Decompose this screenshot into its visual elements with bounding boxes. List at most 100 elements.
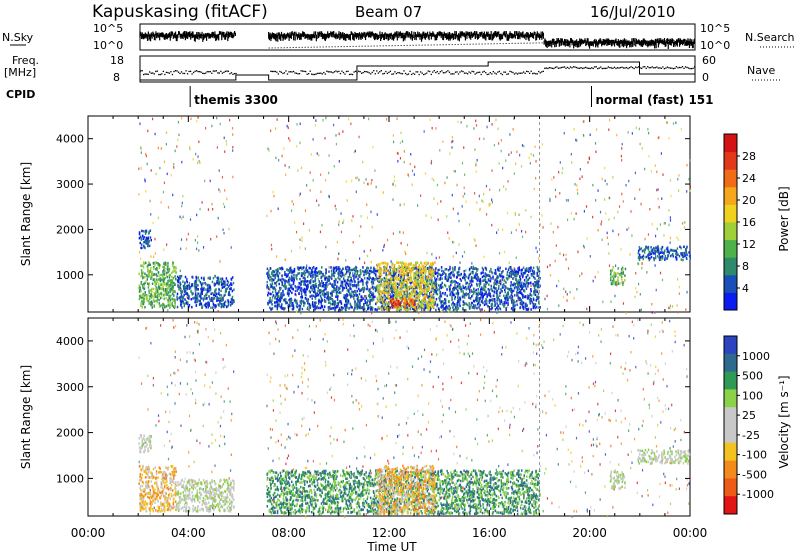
echo-cell	[187, 301, 189, 304]
scatter-cell	[503, 250, 506, 254]
scatter-cell	[581, 175, 583, 178]
echo-cell	[300, 266, 302, 269]
echo-cell	[338, 291, 340, 295]
echo-cell	[209, 277, 211, 281]
scatter-cell	[663, 222, 665, 225]
echo-cell	[275, 297, 278, 301]
scatter-cell	[451, 136, 453, 139]
echo-cell	[280, 304, 283, 308]
scatter-cell	[350, 122, 352, 126]
echo-cell	[463, 269, 465, 273]
echo-cell	[288, 288, 291, 291]
echo-cell	[378, 276, 380, 280]
scatter-cell	[446, 176, 448, 179]
scatter-cell	[592, 215, 594, 219]
echo-cell	[333, 267, 336, 270]
echo-cell	[463, 296, 466, 299]
echo-cell	[435, 282, 438, 286]
scatter-cell	[586, 307, 588, 311]
echo-cell	[301, 274, 304, 277]
echo-cell	[487, 304, 489, 308]
echo-cell	[152, 287, 155, 291]
scatter-cell	[665, 121, 668, 124]
scatter-cell	[605, 212, 607, 215]
echo-cell	[449, 265, 451, 269]
echo-cell	[176, 275, 179, 279]
scatter-cell	[287, 126, 289, 130]
echo-cell	[443, 307, 445, 310]
scatter-cell	[678, 292, 681, 295]
freq-point	[483, 70, 485, 73]
echo-cell	[391, 292, 394, 295]
scatter-cell	[335, 134, 337, 137]
echo-cell	[314, 276, 317, 280]
echo-cell	[198, 295, 201, 298]
echo-cell	[208, 295, 210, 298]
scatter-cell	[628, 226, 630, 230]
scatter-cell	[436, 183, 439, 187]
echo-cell	[476, 273, 479, 276]
echo-cell	[517, 281, 520, 285]
echo-cell	[162, 268, 165, 272]
echo-cell	[499, 302, 502, 306]
echo-cell	[271, 296, 274, 299]
echo-cell	[361, 278, 363, 282]
echo-cell	[483, 278, 486, 282]
echo-cell	[369, 301, 371, 304]
echo-cell	[292, 282, 295, 285]
echo-cell	[495, 272, 497, 275]
echo-cell	[503, 305, 505, 308]
scatter-cell	[683, 226, 686, 229]
echo-cell	[152, 273, 155, 277]
echo-cell	[314, 292, 317, 295]
echo-cell	[389, 265, 391, 269]
freq-point	[141, 70, 143, 72]
scatter-cell	[507, 305, 509, 308]
echo-cell	[347, 275, 350, 279]
scatter-cell	[179, 215, 181, 219]
echo-cell	[297, 285, 299, 289]
freq-point	[162, 70, 165, 73]
freq-point	[314, 73, 316, 76]
freq-point	[650, 66, 652, 69]
echo-cell	[456, 273, 459, 277]
echo-cell	[167, 303, 169, 307]
echo-cell	[168, 285, 171, 289]
scatter-cell	[457, 120, 459, 124]
echo-cell	[323, 288, 325, 292]
scatter-cell	[621, 159, 623, 162]
echo-cell	[443, 298, 446, 301]
echo-cell	[366, 271, 368, 274]
scatter-cell	[299, 141, 301, 145]
echo-cell	[329, 282, 331, 285]
echo-cell	[199, 303, 201, 306]
scatter-cell	[549, 264, 551, 267]
freq-point	[645, 67, 647, 70]
echo-cell	[329, 276, 331, 279]
echo-cell	[199, 292, 202, 296]
echo-cell	[182, 280, 184, 283]
echo-cell	[157, 264, 160, 267]
echo-cell	[348, 273, 351, 276]
echo-cell	[396, 287, 399, 290]
echo-cell	[513, 286, 516, 290]
echo-cell	[295, 286, 297, 289]
echo-cell	[181, 297, 184, 300]
scatter-cell	[185, 247, 187, 250]
freq-point	[208, 71, 210, 73]
echo-cell	[162, 278, 164, 281]
scatter-cell	[224, 189, 226, 192]
echo-cell	[206, 297, 208, 300]
echo-cell	[336, 302, 339, 305]
echo-cell	[335, 268, 338, 272]
scatter-cell	[171, 293, 173, 297]
echo-cell	[169, 298, 172, 302]
echo-cell	[502, 303, 504, 306]
echo-cell	[435, 281, 437, 284]
echo-cell	[382, 306, 385, 310]
echo-cell	[517, 272, 519, 276]
echo-cell	[165, 304, 168, 308]
echo-cell	[521, 274, 523, 277]
echo-cell	[494, 270, 497, 273]
echo-cell	[301, 295, 303, 298]
